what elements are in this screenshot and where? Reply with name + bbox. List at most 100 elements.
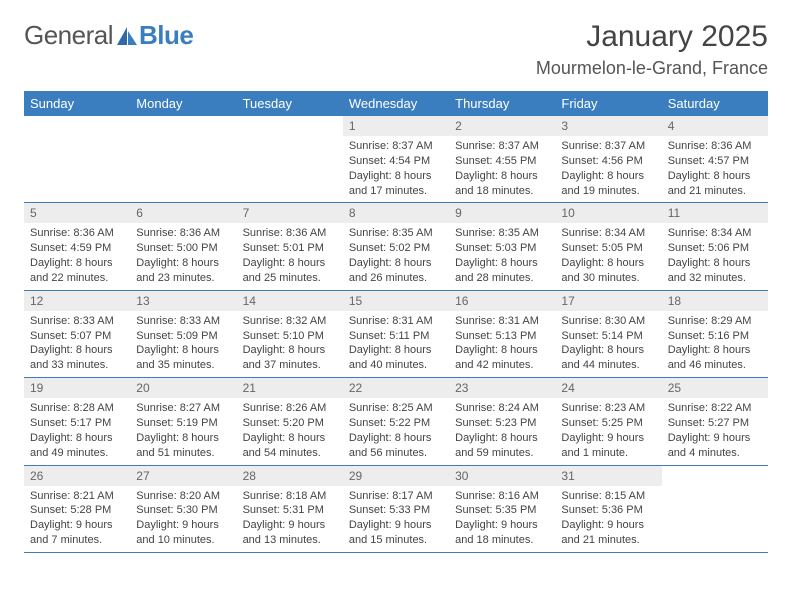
daylight1-line: Daylight: 8 hours bbox=[561, 169, 655, 184]
sunrise-line: Sunrise: 8:29 AM bbox=[668, 314, 762, 329]
sunrise-line: Sunrise: 8:35 AM bbox=[349, 226, 443, 241]
daylight1-line: Daylight: 8 hours bbox=[30, 256, 124, 271]
sail-icon bbox=[115, 25, 139, 47]
daylight1-line: Daylight: 8 hours bbox=[668, 343, 762, 358]
weekday-header: Monday bbox=[130, 91, 236, 116]
day-number: 21 bbox=[237, 378, 343, 398]
calendar-cell bbox=[24, 116, 130, 203]
sunrise-line: Sunrise: 8:18 AM bbox=[243, 489, 337, 504]
calendar-cell: 2Sunrise: 8:37 AMSunset: 4:55 PMDaylight… bbox=[449, 116, 555, 203]
calendar-cell: 18Sunrise: 8:29 AMSunset: 5:16 PMDayligh… bbox=[662, 290, 768, 377]
daylight2-line: and 40 minutes. bbox=[349, 358, 443, 373]
daylight2-line: and 25 minutes. bbox=[243, 271, 337, 286]
daylight1-line: Daylight: 8 hours bbox=[455, 431, 549, 446]
daylight1-line: Daylight: 8 hours bbox=[243, 431, 337, 446]
calendar-cell: 14Sunrise: 8:32 AMSunset: 5:10 PMDayligh… bbox=[237, 290, 343, 377]
day-details: Sunrise: 8:36 AMSunset: 4:59 PMDaylight:… bbox=[24, 223, 130, 289]
daylight2-line: and 33 minutes. bbox=[30, 358, 124, 373]
calendar-cell: 25Sunrise: 8:22 AMSunset: 5:27 PMDayligh… bbox=[662, 378, 768, 465]
daylight2-line: and 42 minutes. bbox=[455, 358, 549, 373]
day-details: Sunrise: 8:30 AMSunset: 5:14 PMDaylight:… bbox=[555, 311, 661, 377]
day-number: 8 bbox=[343, 203, 449, 223]
sunrise-line: Sunrise: 8:28 AM bbox=[30, 401, 124, 416]
day-details: Sunrise: 8:26 AMSunset: 5:20 PMDaylight:… bbox=[237, 398, 343, 464]
calendar-cell: 6Sunrise: 8:36 AMSunset: 5:00 PMDaylight… bbox=[130, 203, 236, 290]
day-number: 20 bbox=[130, 378, 236, 398]
daylight2-line: and 44 minutes. bbox=[561, 358, 655, 373]
day-details: Sunrise: 8:32 AMSunset: 5:10 PMDaylight:… bbox=[237, 311, 343, 377]
daylight2-line: and 26 minutes. bbox=[349, 271, 443, 286]
sunset-line: Sunset: 5:05 PM bbox=[561, 241, 655, 256]
brand-word-1: General bbox=[24, 20, 113, 51]
daylight1-line: Daylight: 8 hours bbox=[561, 343, 655, 358]
day-details: Sunrise: 8:31 AMSunset: 5:11 PMDaylight:… bbox=[343, 311, 449, 377]
day-details: Sunrise: 8:27 AMSunset: 5:19 PMDaylight:… bbox=[130, 398, 236, 464]
sunset-line: Sunset: 5:17 PM bbox=[30, 416, 124, 431]
day-details: Sunrise: 8:24 AMSunset: 5:23 PMDaylight:… bbox=[449, 398, 555, 464]
calendar-cell: 17Sunrise: 8:30 AMSunset: 5:14 PMDayligh… bbox=[555, 290, 661, 377]
daylight2-line: and 23 minutes. bbox=[136, 271, 230, 286]
calendar-cell: 20Sunrise: 8:27 AMSunset: 5:19 PMDayligh… bbox=[130, 378, 236, 465]
sunrise-line: Sunrise: 8:33 AM bbox=[30, 314, 124, 329]
calendar-table: Sunday Monday Tuesday Wednesday Thursday… bbox=[24, 91, 768, 553]
sunrise-line: Sunrise: 8:21 AM bbox=[30, 489, 124, 504]
day-details: Sunrise: 8:34 AMSunset: 5:05 PMDaylight:… bbox=[555, 223, 661, 289]
day-number: 30 bbox=[449, 466, 555, 486]
weekday-header: Friday bbox=[555, 91, 661, 116]
sunrise-line: Sunrise: 8:36 AM bbox=[30, 226, 124, 241]
sunrise-line: Sunrise: 8:34 AM bbox=[668, 226, 762, 241]
day-number: 24 bbox=[555, 378, 661, 398]
daylight2-line: and 30 minutes. bbox=[561, 271, 655, 286]
daylight1-line: Daylight: 8 hours bbox=[243, 343, 337, 358]
day-details: Sunrise: 8:20 AMSunset: 5:30 PMDaylight:… bbox=[130, 486, 236, 552]
daylight2-line: and 28 minutes. bbox=[455, 271, 549, 286]
daylight1-line: Daylight: 8 hours bbox=[561, 256, 655, 271]
calendar-cell: 28Sunrise: 8:18 AMSunset: 5:31 PMDayligh… bbox=[237, 465, 343, 552]
day-number: 10 bbox=[555, 203, 661, 223]
calendar-cell: 27Sunrise: 8:20 AMSunset: 5:30 PMDayligh… bbox=[130, 465, 236, 552]
sunrise-line: Sunrise: 8:25 AM bbox=[349, 401, 443, 416]
daylight1-line: Daylight: 8 hours bbox=[349, 431, 443, 446]
sunset-line: Sunset: 5:30 PM bbox=[136, 503, 230, 518]
sunrise-line: Sunrise: 8:24 AM bbox=[455, 401, 549, 416]
sunset-line: Sunset: 4:59 PM bbox=[30, 241, 124, 256]
calendar-cell: 8Sunrise: 8:35 AMSunset: 5:02 PMDaylight… bbox=[343, 203, 449, 290]
day-details: Sunrise: 8:37 AMSunset: 4:55 PMDaylight:… bbox=[449, 136, 555, 202]
weekday-header: Sunday bbox=[24, 91, 130, 116]
sunset-line: Sunset: 5:03 PM bbox=[455, 241, 549, 256]
daylight1-line: Daylight: 8 hours bbox=[668, 169, 762, 184]
day-details: Sunrise: 8:29 AMSunset: 5:16 PMDaylight:… bbox=[662, 311, 768, 377]
daylight1-line: Daylight: 8 hours bbox=[30, 343, 124, 358]
sunset-line: Sunset: 4:56 PM bbox=[561, 154, 655, 169]
calendar-cell: 7Sunrise: 8:36 AMSunset: 5:01 PMDaylight… bbox=[237, 203, 343, 290]
calendar-cell: 24Sunrise: 8:23 AMSunset: 5:25 PMDayligh… bbox=[555, 378, 661, 465]
daylight1-line: Daylight: 9 hours bbox=[30, 518, 124, 533]
brand-logo: General Blue bbox=[24, 20, 193, 51]
calendar-row: 1Sunrise: 8:37 AMSunset: 4:54 PMDaylight… bbox=[24, 116, 768, 203]
sunrise-line: Sunrise: 8:36 AM bbox=[136, 226, 230, 241]
day-number: 2 bbox=[449, 116, 555, 136]
sunrise-line: Sunrise: 8:37 AM bbox=[349, 139, 443, 154]
calendar-cell: 3Sunrise: 8:37 AMSunset: 4:56 PMDaylight… bbox=[555, 116, 661, 203]
daylight2-line: and 22 minutes. bbox=[30, 271, 124, 286]
sunrise-line: Sunrise: 8:20 AM bbox=[136, 489, 230, 504]
sunset-line: Sunset: 5:14 PM bbox=[561, 329, 655, 344]
daylight1-line: Daylight: 8 hours bbox=[455, 169, 549, 184]
calendar-cell: 10Sunrise: 8:34 AMSunset: 5:05 PMDayligh… bbox=[555, 203, 661, 290]
calendar-cell: 16Sunrise: 8:31 AMSunset: 5:13 PMDayligh… bbox=[449, 290, 555, 377]
day-details: Sunrise: 8:15 AMSunset: 5:36 PMDaylight:… bbox=[555, 486, 661, 552]
daylight1-line: Daylight: 8 hours bbox=[349, 169, 443, 184]
calendar-cell bbox=[662, 465, 768, 552]
daylight2-line: and 21 minutes. bbox=[561, 533, 655, 548]
calendar-cell: 31Sunrise: 8:15 AMSunset: 5:36 PMDayligh… bbox=[555, 465, 661, 552]
calendar-cell bbox=[237, 116, 343, 203]
daylight2-line: and 46 minutes. bbox=[668, 358, 762, 373]
sunset-line: Sunset: 5:27 PM bbox=[668, 416, 762, 431]
daylight2-line: and 59 minutes. bbox=[455, 446, 549, 461]
sunrise-line: Sunrise: 8:31 AM bbox=[349, 314, 443, 329]
sunrise-line: Sunrise: 8:37 AM bbox=[561, 139, 655, 154]
calendar-row: 19Sunrise: 8:28 AMSunset: 5:17 PMDayligh… bbox=[24, 378, 768, 465]
sunset-line: Sunset: 4:57 PM bbox=[668, 154, 762, 169]
sunset-line: Sunset: 5:19 PM bbox=[136, 416, 230, 431]
day-number: 15 bbox=[343, 291, 449, 311]
